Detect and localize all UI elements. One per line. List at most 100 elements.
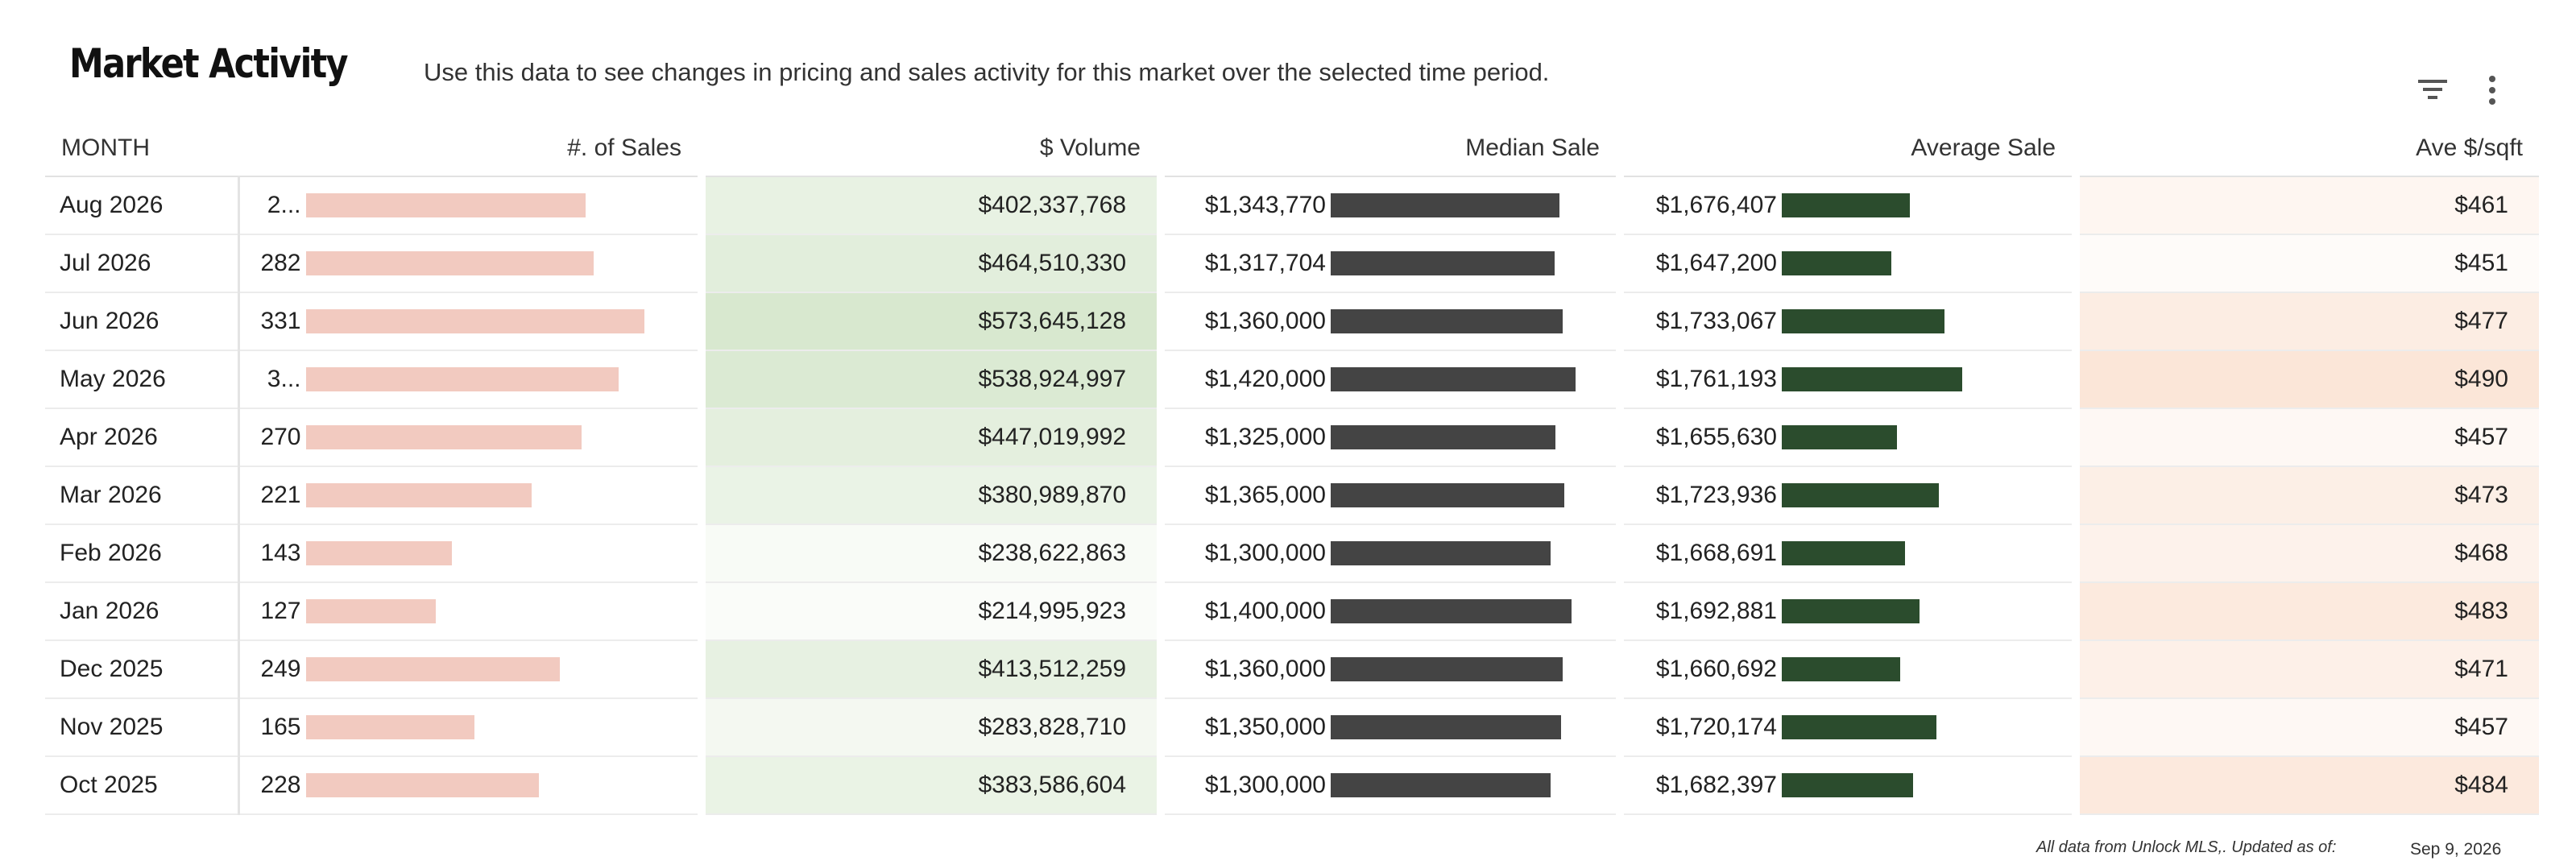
table-row[interactable]: Mar 2026 221 $380,989,870 $1,365,000 $1,723,… [45, 466, 2539, 525]
sales-count: 270 [260, 424, 301, 450]
sales-bar [305, 309, 644, 333]
median-sale-value: $1,300,000 [1204, 772, 1326, 798]
volume-cell: $413,512,259 [706, 640, 1157, 699]
table-row[interactable]: Dec 2025 249 $413,512,259 $1,360,000 $1,660,… [45, 640, 2539, 699]
sales-count: 165 [260, 714, 301, 740]
average-sale-cell: $1,682,397 [1624, 756, 2072, 815]
month-cell: Mar 2026 [45, 466, 240, 525]
sales-count: 127 [260, 598, 301, 624]
average-sale-value: $1,761,193 [1655, 366, 1777, 392]
average-sale-value: $1,676,407 [1655, 192, 1777, 218]
table-row[interactable]: Jun 2026 331 $573,645,128 $1,360,000 $1,733,… [45, 292, 2539, 351]
average-sale-cell: $1,720,174 [1624, 698, 2072, 757]
sales-bar [305, 425, 582, 449]
sales-count: 249 [260, 656, 301, 682]
median-sale-bar [1331, 483, 1564, 507]
volume-cell: $538,924,997 [706, 350, 1157, 409]
average-sale-value: $1,692,881 [1655, 598, 1777, 624]
average-sale-value: $1,720,174 [1655, 714, 1777, 740]
volume-cell: $402,337,768 [706, 176, 1157, 235]
median-sale-cell: $1,400,000 [1165, 582, 1616, 641]
average-sale-bar [1782, 773, 1914, 797]
average-sale-cell: $1,647,200 [1624, 234, 2072, 293]
table-row[interactable]: Nov 2025 165 $283,828,710 $1,350,000 $1,720,… [45, 698, 2539, 757]
month-cell: Nov 2025 [45, 698, 240, 757]
table-row[interactable]: Jan 2026 127 $214,995,923 $1,400,000 $1,692,… [45, 582, 2539, 641]
page-title: Market Activity [69, 40, 348, 87]
price-per-sqft-cell: $471 [2080, 640, 2539, 699]
sales-bar [305, 483, 532, 507]
volume-cell: $464,510,330 [706, 234, 1157, 293]
median-sale-value: $1,420,000 [1204, 366, 1326, 392]
month-cell: Dec 2025 [45, 640, 240, 699]
price-per-sqft-cell: $451 [2080, 234, 2539, 293]
sales-cell: 127 [238, 582, 698, 641]
updated-date: Sep 9, 2026 [2410, 840, 2502, 859]
median-sale-value: $1,400,000 [1204, 598, 1326, 624]
table-row[interactable]: Feb 2026 143 $238,622,863 $1,300,000 $1,668,… [45, 524, 2539, 583]
median-sale-bar [1331, 251, 1555, 275]
median-sale-cell: $1,300,000 [1165, 524, 1616, 583]
average-sale-cell: $1,676,407 [1624, 176, 2072, 235]
volume-cell: $447,019,992 [706, 408, 1157, 467]
market-activity-table: MONTH #. of Sales $ Volume Median Sale A… [45, 121, 2539, 815]
sales-count: 143 [260, 540, 301, 566]
sales-count: 221 [260, 482, 301, 508]
median-sale-bar [1331, 309, 1563, 333]
median-sale-value: $1,325,000 [1204, 424, 1326, 450]
median-sale-bar [1331, 425, 1556, 449]
median-sale-cell: $1,360,000 [1165, 292, 1616, 351]
month-cell: Feb 2026 [45, 524, 240, 583]
volume-cell: $238,622,863 [706, 524, 1157, 583]
price-per-sqft-cell: $461 [2080, 176, 2539, 235]
table-row[interactable]: Oct 2025 228 $383,586,604 $1,300,000 $1,682,… [45, 756, 2539, 815]
average-sale-value: $1,647,200 [1655, 250, 1777, 276]
column-header-month[interactable]: MONTH [45, 121, 238, 177]
sales-bar [305, 715, 474, 739]
month-cell: Oct 2025 [45, 756, 240, 815]
average-sale-bar [1782, 193, 1910, 217]
volume-cell: $283,828,710 [706, 698, 1157, 757]
column-header-sales[interactable]: #. of Sales [238, 121, 698, 177]
column-header-price-per-sqft[interactable]: Ave $/sqft [2080, 121, 2539, 177]
sales-bar [305, 599, 436, 623]
average-sale-value: $1,668,691 [1655, 540, 1777, 566]
column-header-median-sale[interactable]: Median Sale [1165, 121, 1616, 177]
table-row[interactable]: Apr 2026 270 $447,019,992 $1,325,000 $1,655,… [45, 408, 2539, 467]
average-sale-bar [1782, 715, 1937, 739]
volume-cell: $383,586,604 [706, 756, 1157, 815]
sales-cell: 249 [238, 640, 698, 699]
table-row[interactable]: May 2026 3... $538,924,997 $1,420,000 $1,761… [45, 350, 2539, 409]
page-subtitle: Use this data to see changes in pricing … [424, 58, 1550, 86]
price-per-sqft-cell: $477 [2080, 292, 2539, 351]
median-sale-cell: $1,300,000 [1165, 756, 1616, 815]
sales-cell: 228 [238, 756, 698, 815]
average-sale-cell: $1,733,067 [1624, 292, 2072, 351]
filter-icon[interactable] [2415, 72, 2450, 108]
average-sale-cell: $1,660,692 [1624, 640, 2072, 699]
month-cell: Jul 2026 [45, 234, 240, 293]
average-sale-bar [1782, 425, 1897, 449]
column-header-average-sale[interactable]: Average Sale [1624, 121, 2072, 177]
sales-count: 331 [260, 308, 301, 334]
average-sale-value: $1,660,692 [1655, 656, 1777, 682]
price-per-sqft-cell: $484 [2080, 756, 2539, 815]
volume-cell: $214,995,923 [706, 582, 1157, 641]
sales-cell: 270 [238, 408, 698, 467]
column-header-volume[interactable]: $ Volume [706, 121, 1157, 177]
average-sale-bar [1782, 541, 1905, 565]
median-sale-value: $1,360,000 [1204, 656, 1326, 682]
table-row[interactable]: Aug 2026 2... $402,337,768 $1,343,770 $1,676… [45, 176, 2539, 235]
sales-bar [305, 251, 594, 275]
median-sale-bar [1331, 657, 1563, 681]
table-row[interactable]: Jul 2026 282 $464,510,330 $1,317,704 $1,647,… [45, 234, 2539, 293]
average-sale-cell: $1,668,691 [1624, 524, 2072, 583]
median-sale-bar [1331, 367, 1576, 391]
median-sale-bar [1331, 193, 1560, 217]
volume-cell: $380,989,870 [706, 466, 1157, 525]
median-sale-cell: $1,317,704 [1165, 234, 1616, 293]
median-sale-bar [1331, 541, 1551, 565]
median-sale-bar [1331, 599, 1572, 623]
more-vertical-icon[interactable] [2478, 72, 2507, 108]
average-sale-cell: $1,761,193 [1624, 350, 2072, 409]
